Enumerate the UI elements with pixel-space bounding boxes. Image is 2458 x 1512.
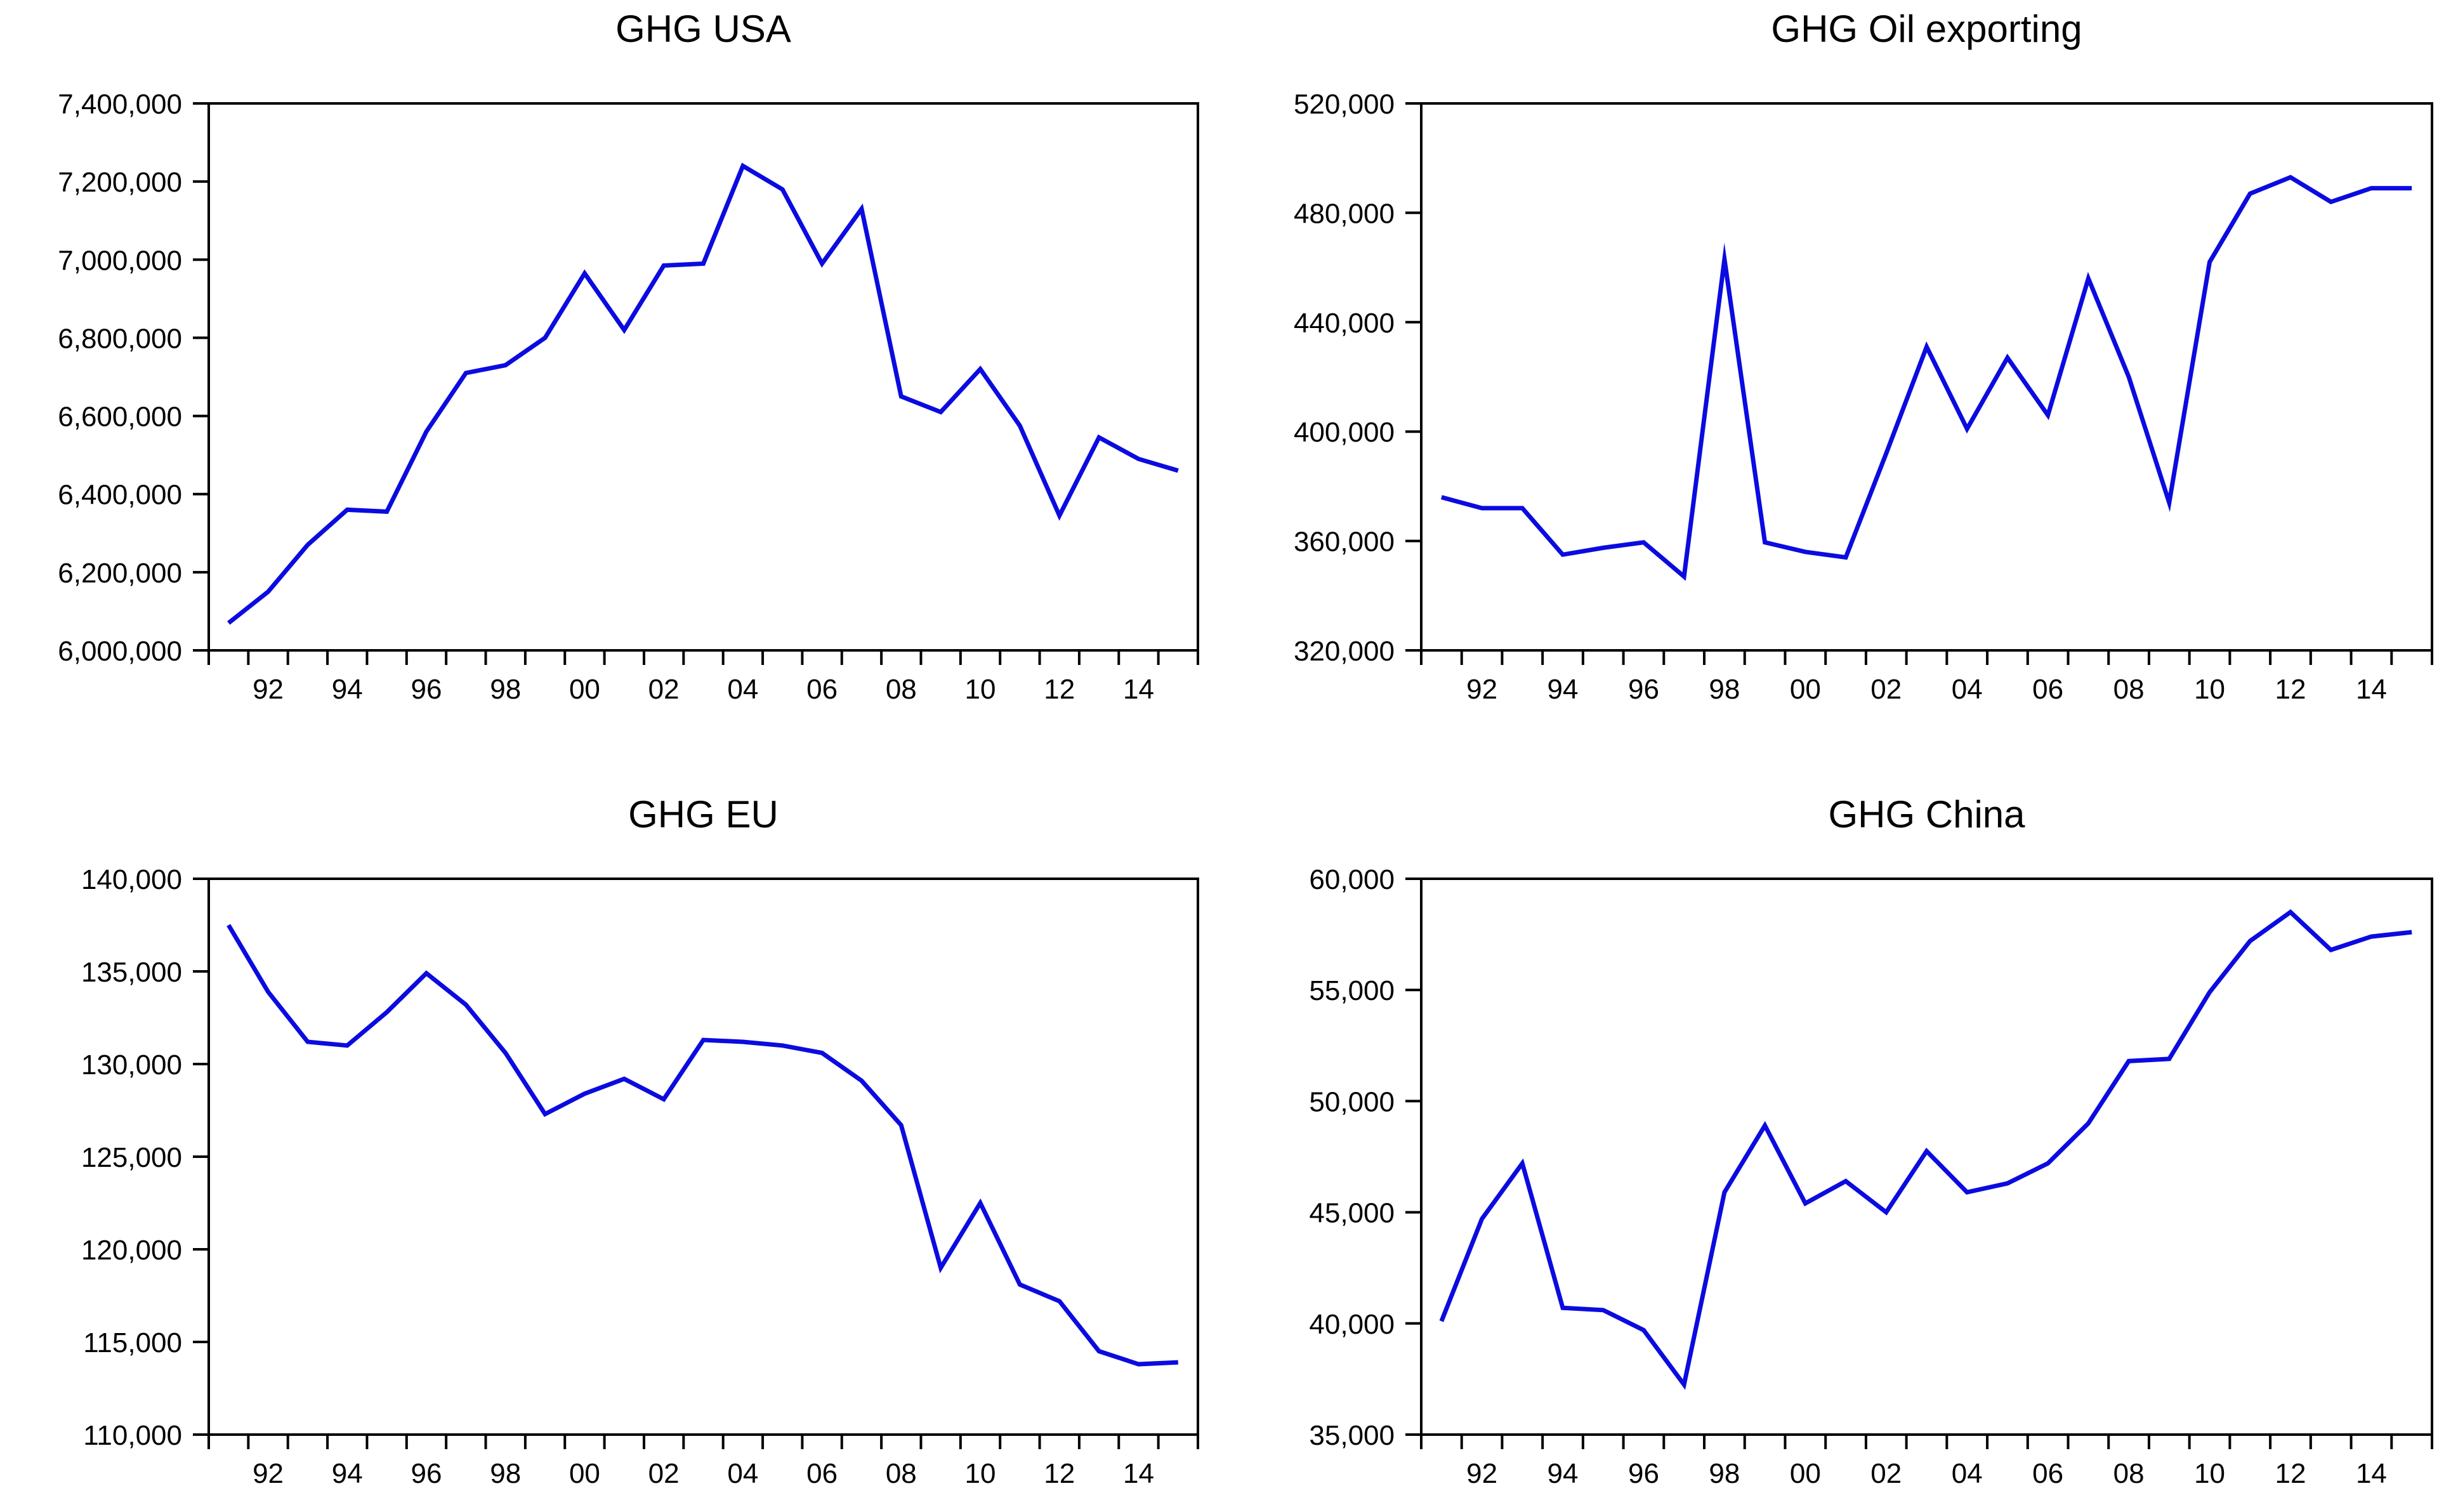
x-axis-tick-label: 92 (1466, 1458, 1497, 1489)
x-axis-tick-label: 10 (965, 674, 996, 705)
x-axis-tick-label: 96 (411, 674, 442, 705)
x-axis-tick-label: 92 (1466, 674, 1497, 705)
y-axis-tick-label: 40,000 (1309, 1309, 1395, 1340)
x-axis-tick-label: 96 (411, 1458, 442, 1489)
x-axis-tick-label: 04 (727, 1458, 758, 1489)
y-axis-tick-label: 7,200,000 (58, 167, 182, 198)
plot-border (1420, 102, 2433, 652)
chart-title: GHG China (1828, 793, 2025, 836)
x-axis-tick-label: 08 (2113, 674, 2145, 705)
y-axis-tick-label: 6,400,000 (58, 480, 182, 511)
y-axis-tick-label: 55,000 (1309, 975, 1395, 1006)
plot-border (207, 102, 1199, 652)
x-axis-tick-label: 00 (569, 1458, 600, 1489)
line-chart-canvas-eu: 110,000 115,000 120,000 125,000 130,000 135,0… (81, 864, 1199, 1489)
line-chart-canvas-usa: 6,000,000 6,200,000 6,400,000 6,600,000 6,80… (58, 89, 1199, 705)
chart-panel-ghg-usa: 6,000,000 6,200,000 6,400,000 6,600,000 6,80… (0, 0, 1229, 756)
x-axis-tick-label: 94 (332, 1458, 363, 1489)
x-axis-tick-label: 98 (490, 674, 521, 705)
x-axis-tick-label: 00 (1790, 674, 1821, 705)
x-axis-tick-label: 02 (1870, 1458, 1902, 1489)
line-chart-canvas-china: 35,000 40,000 45,000 50,000 55,000 60,000 92 94… (1309, 864, 2433, 1489)
x-axis-tick-label: 04 (1952, 1458, 1983, 1489)
x-axis-tick-label: 06 (806, 1458, 838, 1489)
chart-title: GHG EU (628, 793, 779, 836)
x-axis-tick-label: 02 (648, 674, 680, 705)
line-chart-canvas-oil-exporting: 320,000 360,000 400,000 440,000 480,000 520,0… (1294, 89, 2433, 705)
x-axis-tick-label: 94 (332, 674, 363, 705)
x-axis-tick-label: 02 (1870, 674, 1902, 705)
x-axis-tick-label: 12 (1044, 674, 1075, 705)
x-axis-tick-label: 98 (490, 1458, 521, 1489)
y-axis-tick-label: 60,000 (1309, 864, 1395, 895)
x-axis-tick-label: 02 (648, 1458, 680, 1489)
y-axis-tick-label: 115,000 (83, 1327, 182, 1358)
y-axis-tick-label: 35,000 (1309, 1420, 1395, 1451)
series-line (227, 924, 1178, 1367)
y-axis-tick-label: 520,000 (1294, 89, 1395, 120)
plot-border (1420, 878, 2433, 1436)
x-axis-tick-label: 00 (1790, 1458, 1821, 1489)
y-axis-tick-label: 130,000 (81, 1049, 182, 1081)
y-axis-tick-label: 7,000,000 (58, 245, 182, 276)
x-axis-tick-label: 12 (2275, 674, 2306, 705)
x-axis-tick-label: 04 (1952, 674, 1983, 705)
y-axis-tick-label: 440,000 (1294, 308, 1395, 339)
x-axis-tick-label: 00 (569, 674, 600, 705)
y-axis-tick-label: 360,000 (1294, 527, 1395, 558)
x-axis-tick-label: 94 (1548, 674, 1579, 705)
x-axis-tick-label: 10 (2194, 1458, 2225, 1489)
chart-title: GHG Oil exporting (1771, 8, 2082, 50)
chart-panel-ghg-eu: 110,000 115,000 120,000 125,000 130,000 135,0… (0, 756, 1229, 1512)
y-axis-tick-label: 6,200,000 (58, 558, 182, 589)
x-axis-tick-label: 06 (806, 674, 838, 705)
chart-panel-ghg-oil-exporting: 320,000 360,000 400,000 440,000 480,000 520,0… (1229, 0, 2458, 756)
y-axis-tick-label: 6,800,000 (58, 323, 182, 354)
y-axis-tick-label: 50,000 (1309, 1086, 1395, 1117)
x-axis-tick-label: 92 (253, 674, 284, 705)
series-line (1439, 909, 2412, 1390)
y-axis-tick-label: 135,000 (81, 957, 182, 988)
plot-border (207, 878, 1199, 1436)
x-axis-tick-label: 12 (2275, 1458, 2306, 1489)
x-axis-tick-label: 98 (1709, 1458, 1740, 1489)
x-axis-tick-label: 08 (2113, 1458, 2145, 1489)
x-axis-tick-label: 92 (253, 1458, 284, 1489)
chart-panel-ghg-china: 35,000 40,000 45,000 50,000 55,000 60,000 92 94… (1229, 756, 2458, 1512)
series-line (227, 162, 1179, 625)
y-axis-tick-label: 6,000,000 (58, 636, 182, 667)
y-axis-tick-label: 480,000 (1294, 198, 1395, 229)
y-axis-tick-label: 120,000 (81, 1235, 182, 1266)
x-axis-tick-label: 12 (1044, 1458, 1075, 1489)
y-axis-tick-label: 125,000 (81, 1142, 182, 1173)
x-axis-tick-label: 06 (2032, 674, 2063, 705)
x-axis-tick-label: 14 (1123, 674, 1154, 705)
x-axis-tick-label: 08 (886, 674, 917, 705)
x-axis-tick-label: 14 (1123, 1458, 1154, 1489)
x-axis-tick-label: 06 (2032, 1458, 2063, 1489)
x-axis-tick-label: 14 (2356, 674, 2387, 705)
x-axis-tick-label: 96 (1628, 1458, 1659, 1489)
x-axis-tick-label: 98 (1709, 674, 1740, 705)
series-line (1440, 174, 2412, 581)
y-axis-tick-label: 45,000 (1309, 1198, 1395, 1229)
x-axis-tick-label: 94 (1548, 1458, 1579, 1489)
x-axis-tick-label: 08 (886, 1458, 917, 1489)
x-axis-tick-label: 04 (727, 674, 758, 705)
x-axis-tick-label: 10 (965, 1458, 996, 1489)
y-axis-tick-label: 320,000 (1294, 636, 1395, 667)
x-axis-tick-label: 96 (1628, 674, 1659, 705)
y-axis-tick-label: 110,000 (83, 1420, 182, 1451)
y-axis-tick-label: 140,000 (81, 864, 182, 895)
y-axis-tick-label: 6,600,000 (58, 402, 182, 433)
chart-title: GHG USA (615, 8, 791, 50)
x-axis-tick-label: 10 (2194, 674, 2225, 705)
y-axis-tick-label: 400,000 (1294, 417, 1395, 448)
y-axis-tick-label: 7,400,000 (58, 89, 182, 120)
x-axis-tick-label: 14 (2356, 1458, 2387, 1489)
